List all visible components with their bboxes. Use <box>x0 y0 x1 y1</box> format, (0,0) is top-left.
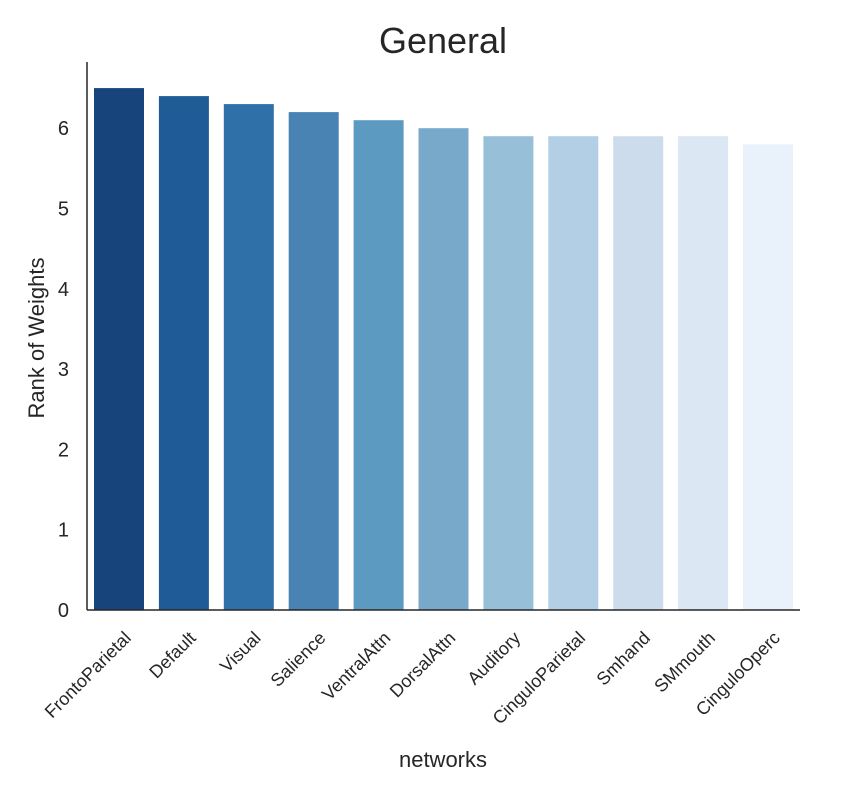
bar-cinguloparietal <box>548 136 599 610</box>
y-tick-label-0: 0 <box>58 600 69 622</box>
x-tick-label-ventralattn: VentralAttn <box>318 628 394 704</box>
y-tick-label-1: 1 <box>58 520 69 542</box>
x-axis-label: networks <box>399 747 487 772</box>
y-axis-ticks: 0 1 2 3 4 5 6 <box>58 118 69 622</box>
x-tick-label-dorsalattn: DorsalAttn <box>386 628 460 702</box>
y-tick-label-5: 5 <box>58 199 69 221</box>
bar-smhand <box>613 136 664 610</box>
y-tick-label-2: 2 <box>58 439 69 461</box>
bar-dorsalattn <box>418 128 469 610</box>
bar-salience <box>288 112 339 610</box>
bar-auditory <box>483 136 534 610</box>
bar-smmouth <box>678 136 729 610</box>
x-tick-label-smmouth: SMmouth <box>650 628 719 697</box>
x-tick-label-smhand: Smhand <box>593 628 655 690</box>
bar-cingulooperc <box>743 144 793 611</box>
bar-ventralattn <box>353 120 404 610</box>
x-tick-label-visual: Visual <box>216 628 265 677</box>
chart-title: General <box>379 20 507 61</box>
y-axis-label: Rank of Weights <box>24 257 49 418</box>
y-tick-label-4: 4 <box>58 279 69 301</box>
y-tick-label-6: 6 <box>58 118 69 140</box>
x-tick-label-frontoparietal: FrontoParietal <box>41 628 135 722</box>
x-axis-ticks: FrontoParietal Default Visual SalienceVentr… <box>41 628 784 728</box>
x-tick-label-salience: Salience <box>267 628 330 691</box>
bar-visual <box>223 104 274 610</box>
bar-frontoparietal <box>94 88 144 611</box>
bars-group <box>94 88 793 611</box>
x-tick-label-auditory: Auditory <box>463 628 524 689</box>
x-tick-label-default: Default <box>145 628 199 682</box>
y-tick-label-3: 3 <box>58 359 69 381</box>
bar-default <box>158 96 209 611</box>
